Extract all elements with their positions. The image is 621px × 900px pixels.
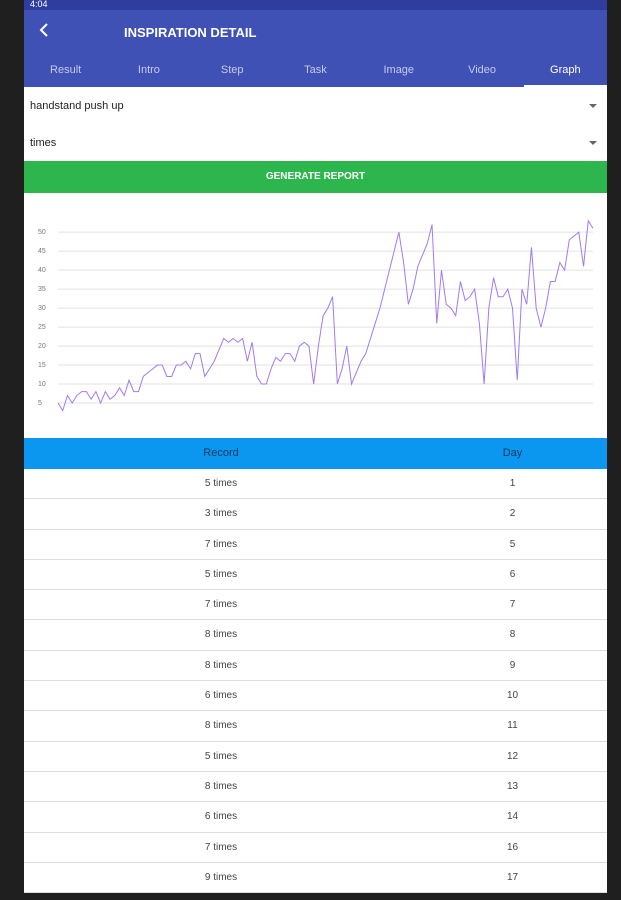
table-row: 8 times 13 [24, 772, 607, 803]
record-cell: 7 times [204, 599, 238, 611]
table-row: 3 times 2 [24, 499, 607, 530]
day-cell: 1 [509, 478, 516, 489]
day-cell: 5 [509, 538, 516, 550]
tab[interactable]: Graph [523, 57, 607, 87]
tab[interactable]: Image [383, 64, 415, 76]
back-button[interactable] [38, 22, 50, 38]
exercise-dropdown[interactable]: handstand push up [24, 89, 607, 123]
dropdown-text: times [30, 137, 57, 149]
tab[interactable]: Video [468, 64, 497, 76]
day-cell: 17 [506, 871, 519, 883]
record-cell: 5 times [204, 478, 238, 489]
y-tick-label: 45 [38, 248, 46, 255]
table-row: 7 times 7 [24, 590, 607, 621]
table-row: 5 times 1 [24, 469, 607, 500]
record-cell: 7 times [204, 538, 238, 550]
app-screen: 4:04 INSPIRATION DETAIL Result Intro Step T… [24, 0, 607, 893]
record-cell: 3 times [204, 508, 238, 520]
table-row: 8 times 8 [24, 620, 607, 651]
tab[interactable]: Step [220, 64, 244, 76]
status-time: 4:04 [30, 0, 48, 9]
tab[interactable]: Intro [137, 64, 160, 76]
day-cell: 2 [509, 508, 516, 520]
record-cell: 8 times [204, 629, 238, 641]
table-header: Record Day [24, 438, 607, 469]
table-row: 9 times 17 [24, 863, 607, 893]
y-tick-label: 15 [38, 362, 46, 369]
record-cell: 6 times [204, 811, 238, 823]
generate-report-button[interactable]: GENERATE REPORT [24, 161, 607, 193]
table-row: 8 times 9 [24, 651, 607, 682]
day-cell: 11 [507, 720, 518, 732]
record-cell: 9 times [204, 871, 238, 883]
table-row: 6 times 14 [24, 802, 607, 833]
day-cell: 14 [506, 811, 519, 823]
record-cell: 8 times [204, 659, 238, 671]
day-cell: 7 [509, 599, 516, 611]
table-row: 6 times 10 [24, 681, 607, 712]
table-row: 5 times 6 [24, 560, 607, 591]
dropdown-arrow [589, 104, 597, 108]
record-cell: 5 times [204, 568, 238, 580]
record-cell: 7 times [204, 841, 238, 853]
table-row: 7 times 16 [24, 833, 607, 863]
table-row: 5 times 12 [24, 742, 607, 772]
record-cell: 8 times [204, 720, 238, 732]
y-tick-label: 25 [38, 324, 46, 331]
dropdown-arrow [589, 141, 597, 145]
tab[interactable]: Result [50, 64, 82, 76]
table-body: 5 times 1 3 times 2 7 times 5 5 times 6 7 times 7… [24, 469, 607, 893]
data-line [57, 219, 594, 412]
day-cell: 12 [506, 750, 519, 762]
status-bar: 4:04 [24, 0, 607, 10]
day-cell: 10 [506, 690, 519, 702]
dropdown-text: handstand push up [30, 100, 124, 112]
y-tick-label: 10 [38, 381, 46, 388]
column-header: Record [203, 447, 239, 459]
y-tick-label: 50 [38, 229, 46, 236]
day-cell: 8 [509, 629, 516, 641]
y-tick-label: 30 [38, 305, 46, 312]
y-tick-label: 20 [38, 343, 46, 350]
table-row: 8 times 11 [24, 711, 607, 742]
y-tick-label: 5 [38, 400, 42, 407]
app-bar: INSPIRATION DETAIL Result Intro Step Task Im… [24, 10, 607, 87]
y-tick-label: 35 [38, 286, 46, 293]
chart: 5 10 15 20 25 30 35 40 45 50 [38, 219, 594, 412]
screen-title: INSPIRATION DETAIL [124, 25, 257, 40]
unit-dropdown[interactable]: times [24, 126, 607, 160]
day-cell: 9 [509, 659, 516, 671]
record-cell: 5 times [204, 750, 238, 762]
tab-bar: Result Intro Step Task Image Video Graph [24, 57, 607, 87]
day-cell: 6 [509, 568, 516, 580]
day-cell: 13 [506, 780, 519, 792]
column-header: Day [502, 447, 523, 459]
record-cell: 6 times [204, 690, 238, 702]
y-tick-label: 40 [38, 267, 46, 274]
tab[interactable]: Task [304, 64, 327, 76]
table-row: 7 times 5 [24, 530, 607, 560]
day-cell: 16 [506, 841, 519, 853]
record-cell: 8 times [204, 780, 238, 792]
